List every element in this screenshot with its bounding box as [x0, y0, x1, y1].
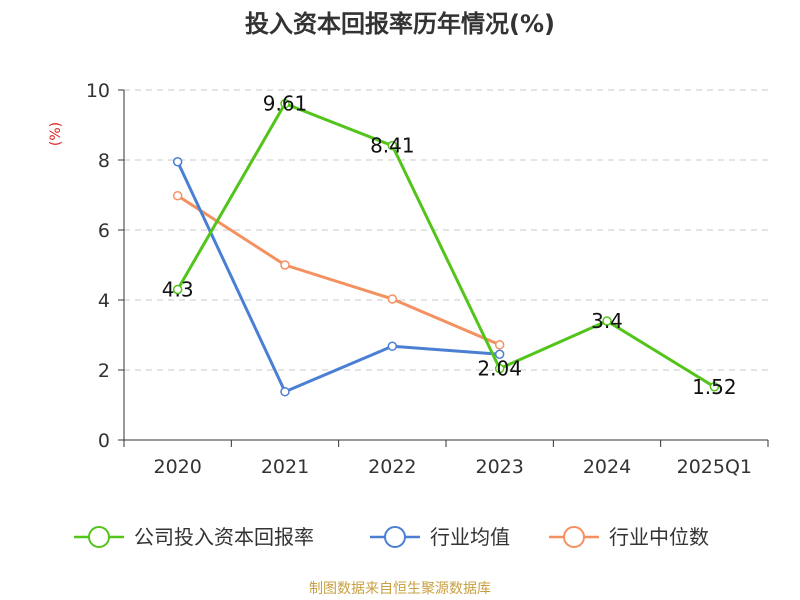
legend-item: 行业均值	[370, 525, 510, 549]
data-label: 1.52	[692, 375, 737, 399]
data-label: 9.61	[263, 92, 308, 116]
source-note: 制图数据来自恒生聚源数据库	[309, 581, 491, 597]
data-point	[602, 316, 612, 326]
x-tick-label: 2023	[475, 456, 523, 478]
x-tick-label: 2022	[368, 456, 416, 478]
data-point	[709, 382, 720, 392]
data-label: 3.4	[591, 309, 623, 333]
grid-lines	[124, 89, 768, 371]
legend-swatch-marker	[88, 526, 110, 548]
data-point	[280, 386, 290, 397]
legend: 公司投入资本回报率 行业均值 行业中位数	[74, 525, 709, 549]
x-tick-label: 2021	[261, 456, 309, 478]
axes	[118, 89, 769, 447]
data-point	[494, 340, 505, 350]
y-tick-label: 2	[98, 360, 110, 382]
y-tick-label: 4	[98, 290, 110, 312]
data-point	[280, 98, 290, 109]
data-label: 8.41	[370, 134, 415, 158]
x-tick-label: 2024	[583, 456, 631, 478]
legend-label: 行业中位数	[609, 525, 709, 549]
data-point	[494, 349, 505, 359]
legend-item: 行业中位数	[549, 525, 709, 549]
data-point	[172, 190, 183, 201]
legend-label: 公司投入资本回报率	[134, 525, 314, 549]
data-point	[172, 157, 183, 167]
legend-label: 行业均值	[430, 525, 510, 549]
series-group	[172, 98, 720, 397]
series-line	[176, 161, 500, 394]
legend-swatch-marker	[563, 526, 585, 548]
legend-item: 公司投入资本回报率	[74, 525, 314, 549]
x-tick-label: 2020	[153, 456, 201, 478]
tick-labels: 0 2 4 6 8 10 2020 2021 2022 2023 2024 2025Q1	[86, 80, 752, 478]
data-point	[172, 284, 183, 295]
data-point	[494, 363, 505, 374]
data-labels: 4.3 9.61 8.41 2.04 3.4 1.52	[162, 92, 737, 399]
x-tick-label: 2025Q1	[677, 456, 752, 478]
y-tick-label: 6	[98, 220, 110, 242]
series-line	[176, 102, 716, 389]
y-tick-label: 0	[98, 430, 110, 452]
y-tick-label: 8	[98, 150, 110, 172]
data-point	[280, 260, 290, 270]
data-label: 2.04	[477, 357, 522, 381]
chart-title: 投入资本回报率历年情况(%)	[245, 10, 555, 38]
data-label: 4.3	[162, 278, 194, 302]
data-point	[387, 341, 398, 351]
data-point	[387, 294, 398, 304]
y-tick-label: 10	[86, 80, 110, 102]
data-point	[387, 140, 398, 151]
legend-swatch-marker	[384, 526, 406, 548]
series-line	[176, 194, 501, 347]
